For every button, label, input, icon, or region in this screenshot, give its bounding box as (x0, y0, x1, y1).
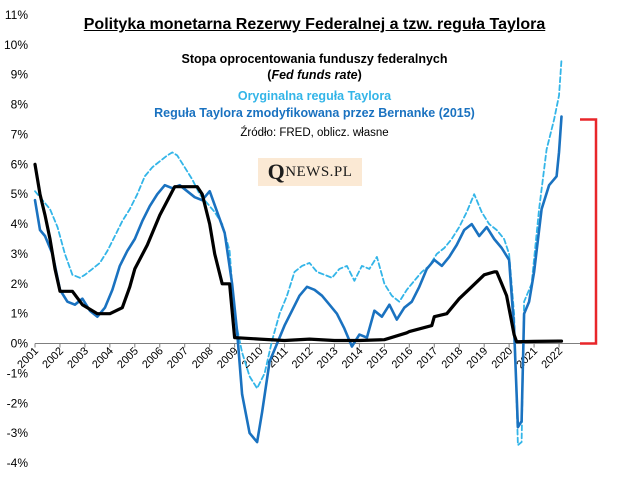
series-original-taylor-rule (34, 58, 563, 447)
x-tick-label: 2017 (415, 345, 441, 371)
y-tick-label: 7% (11, 127, 29, 141)
x-tick-label: 2022 (539, 345, 565, 371)
y-tick-label: -1% (7, 366, 29, 380)
y-tick-label: 4% (11, 217, 29, 231)
series-bernanke-taylor-rule (33, 115, 563, 444)
y-tick-label: 0% (11, 337, 29, 351)
red-bracket (580, 118, 598, 345)
y-tick-label: 11% (5, 8, 28, 22)
x-tick-label: 2015 (365, 345, 391, 371)
x-tick-label: 2005 (115, 345, 141, 371)
x-tick-label: 2013 (315, 345, 341, 371)
x-tick-label: 2018 (440, 345, 466, 371)
y-tick-label: -3% (7, 426, 29, 440)
x-tick-label: 2006 (140, 345, 166, 371)
y-tick-label: 3% (11, 247, 29, 261)
y-tick-label: -2% (7, 396, 29, 410)
legend-fed-funds-rate: Stopa oprocentowania funduszy federalnyc… (181, 52, 448, 66)
y-tick-label: 6% (11, 157, 29, 171)
chart-title: Polityka monetarna Rezerwy Federalnej a … (83, 16, 546, 33)
x-tick-label: 2009 (215, 345, 241, 371)
x-tick-label: 2014 (340, 345, 366, 371)
x-tick-label: 2007 (165, 345, 191, 371)
y-tick-label: 8% (11, 98, 29, 112)
x-tick-label: 2020 (489, 345, 515, 371)
y-tick-label: 9% (11, 68, 29, 82)
qnews-logo: Q NEWS.PL (258, 158, 362, 186)
y-tick-label: 2% (11, 277, 29, 291)
source-note: Źródło: FRED, oblicz. własne (240, 127, 389, 139)
x-tick-label: 2021 (514, 345, 540, 371)
legend-fed-funds-rate-en: (Fed funds rate) (267, 68, 362, 82)
y-tick-label: 5% (11, 187, 29, 201)
x-tick-label: 2019 (465, 345, 491, 371)
series-fed-funds-rate (33, 162, 564, 344)
x-tick-label: 2003 (65, 345, 91, 371)
x-tick-label: 2004 (90, 345, 116, 371)
x-tick-label: 2012 (290, 345, 316, 371)
y-tick-label: -4% (7, 456, 29, 470)
legend-bernanke-taylor-rule: Reguła Taylora zmodyfikowana przez Berna… (154, 106, 475, 120)
x-tick-label: 2002 (40, 345, 66, 371)
y-tick-label: 1% (11, 307, 29, 321)
y-tick-label: 10% (4, 38, 28, 52)
legend-original-taylor-rule: Oryginalna reguła Taylora (237, 89, 392, 103)
x-tick-label: 2008 (190, 345, 216, 371)
x-tick-label: 2016 (390, 345, 416, 371)
